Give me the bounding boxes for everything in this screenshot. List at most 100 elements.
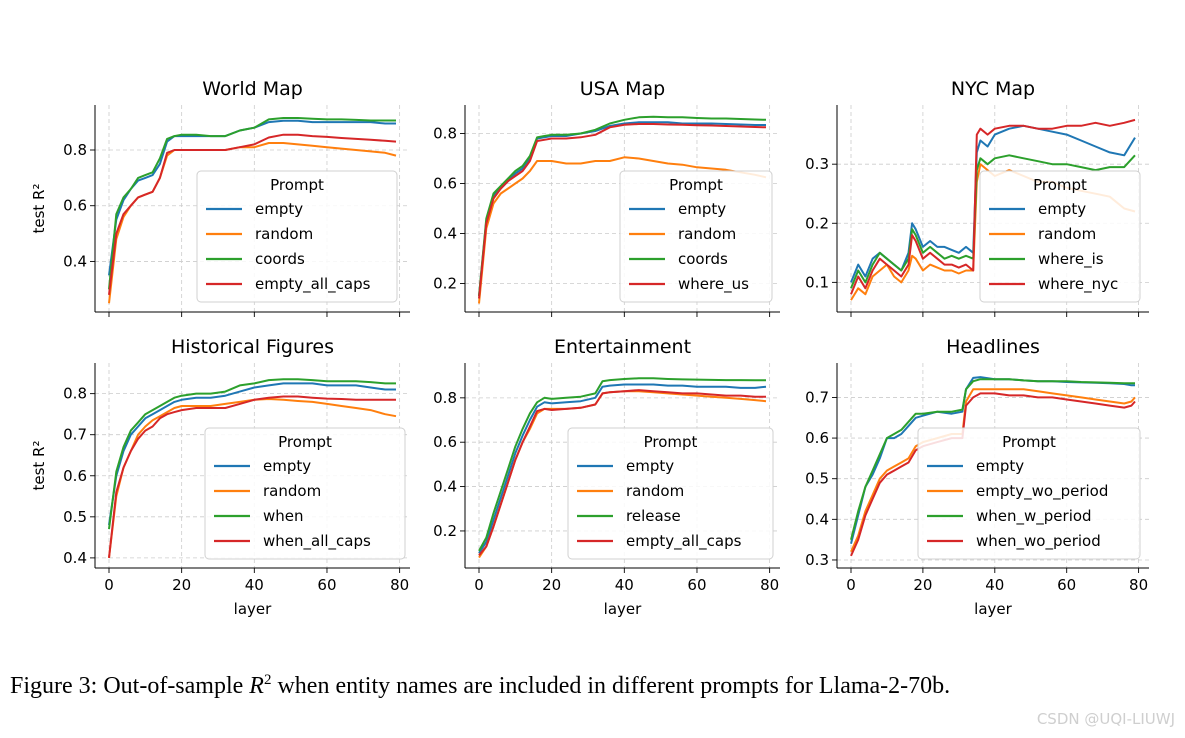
x-tick-label: 60	[687, 576, 706, 594]
series-line-random	[108, 398, 397, 559]
legend-title: Prompt	[1002, 433, 1056, 451]
watermark: CSDN @UQI-LIUWJ	[1036, 710, 1175, 728]
legend-entry: coords	[255, 250, 305, 268]
legend-entry: empty	[626, 457, 674, 475]
legend: Prompt empty random where_is where_nyc	[979, 170, 1141, 303]
y-tick-label: 0.8	[63, 141, 87, 159]
series-line-empty	[478, 383, 767, 554]
legend-entry: random	[255, 225, 313, 243]
y-tick-label: 0.4	[63, 549, 87, 567]
y-tick-label: 0.8	[433, 389, 457, 407]
y-tick-label: 0.4	[805, 510, 829, 528]
panel-title: NYC Map	[951, 78, 1035, 100]
y-tick-label: 0.6	[63, 197, 87, 215]
legend-title: Prompt	[644, 433, 698, 451]
x-axis-label: layer	[604, 600, 642, 618]
y-axis-label: test R²	[30, 440, 48, 490]
series-line-release	[478, 377, 766, 552]
caption-prefix: Figure 3: Out-of-sample	[10, 673, 244, 699]
x-tick-label: 80	[760, 576, 779, 594]
legend-title: Prompt	[669, 176, 723, 194]
panel-nyc-map: 0.1 0.2 0.3 NYC Map Prompt empty random where_i…	[805, 78, 1149, 317]
legend-entry: random	[263, 482, 321, 500]
legend-entry: empty	[1038, 200, 1086, 218]
y-tick-label: 0.4	[433, 478, 457, 496]
x-tick-label: 20	[172, 576, 191, 594]
legend-entry: when_wo_period	[976, 532, 1101, 551]
y-tick-label: 0.6	[63, 467, 87, 485]
y-tick-label: 0.6	[433, 433, 457, 451]
panel-title: Historical Figures	[171, 336, 334, 358]
legend-entry: where_us	[678, 275, 749, 294]
panel-title: Headlines	[946, 336, 1040, 358]
legend-box	[917, 427, 1141, 560]
y-tick-label: 0.3	[805, 551, 829, 569]
legend-entry: random	[626, 482, 684, 500]
series-line-coords	[478, 115, 767, 297]
figure-caption: Figure 3: Out-of-sample R2 when entity n…	[10, 672, 950, 700]
legend-entry: empty	[976, 457, 1024, 475]
legend-entry: random	[1038, 225, 1096, 243]
legend-title: Prompt	[1033, 176, 1087, 194]
panel-historical-figures: 0 20 40 60 80 0.4 0.5 0.6 0.7 0.8 Historical Figur…	[30, 336, 410, 618]
legend-entry: empty_all_caps	[255, 275, 371, 294]
legend-entry: when_all_caps	[263, 532, 371, 551]
legend-entry: where_is	[1038, 250, 1104, 269]
x-tick-label: 80	[1129, 576, 1148, 594]
series-line-empty_all_caps	[478, 389, 766, 556]
x-tick-label: 20	[913, 576, 932, 594]
y-axis-label: test R²	[30, 183, 48, 233]
legend-entry: coords	[678, 250, 728, 268]
legend: Prompt empty random coords where_us	[619, 170, 773, 303]
y-tick-label: 0.7	[805, 388, 829, 406]
y-tick-label: 0.5	[805, 470, 829, 488]
legend-entry: where_nyc	[1038, 275, 1118, 294]
x-tick-label: 40	[985, 576, 1004, 594]
y-tick-label: 0.4	[63, 252, 87, 270]
series-line-empty	[108, 382, 396, 526]
series-line-where_is	[850, 154, 1136, 289]
legend: Prompt empty random release empty_all_caps	[567, 427, 774, 560]
legend-box	[567, 427, 774, 560]
x-tick-label: 20	[542, 576, 561, 594]
series-line-random	[478, 156, 767, 304]
legend-entry: empty_all_caps	[626, 532, 742, 551]
y-tick-label: 0.2	[805, 214, 829, 232]
series-line-empty_wo_period	[850, 388, 1136, 553]
legend-entry: empty_wo_period	[976, 482, 1108, 501]
x-axis-label: layer	[234, 600, 272, 618]
series-line-where_us	[478, 123, 767, 299]
panel-title: USA Map	[580, 78, 665, 100]
figure-panels: 0.4 0.6 0.8 World Map test R² Prompt empty rand…	[30, 78, 1149, 618]
x-tick-label: 40	[245, 576, 264, 594]
legend-box	[204, 427, 406, 560]
y-tick-label: 0.8	[433, 125, 457, 143]
panel-entertainment: 0 20 40 60 80 0.2 0.4 0.6 0.8 Entertainment layer P…	[433, 336, 780, 618]
y-tick-label: 0.6	[805, 429, 829, 447]
y-tick-label: 0.6	[433, 175, 457, 193]
legend-box	[619, 170, 773, 303]
panel-title: Entertainment	[554, 336, 691, 358]
series-line-empty_all_caps	[108, 133, 397, 296]
caption-r-symbol: R	[249, 673, 264, 699]
legend-entry: when	[263, 507, 304, 525]
series-line-when_w_period	[850, 378, 1135, 540]
x-axis-label: layer	[974, 600, 1012, 618]
panel-title: World Map	[202, 78, 303, 100]
panel-usa-map: 0.2 0.4 0.6 0.8 USA Map Prompt empty random coor…	[433, 78, 780, 317]
legend: Prompt empty random when when_all_caps	[204, 427, 406, 560]
legend-entry: empty	[255, 200, 303, 218]
panel-world-map: 0.4 0.6 0.8 World Map test R² Prompt empty rand…	[30, 78, 410, 317]
series-line-where_nyc	[850, 118, 1136, 295]
y-tick-label: 0.7	[63, 426, 87, 444]
y-tick-label: 0.2	[433, 275, 457, 293]
y-tick-label: 0.8	[63, 385, 87, 403]
legend-entry: empty	[263, 457, 311, 475]
legend-entry: empty	[678, 200, 726, 218]
x-tick-label: 0	[474, 576, 484, 594]
legend-entry: random	[678, 225, 736, 243]
y-tick-label: 0.3	[805, 155, 829, 173]
x-tick-label: 0	[104, 576, 114, 594]
y-tick-label: 0.1	[805, 273, 829, 291]
series-line-when_wo_period	[850, 392, 1136, 557]
